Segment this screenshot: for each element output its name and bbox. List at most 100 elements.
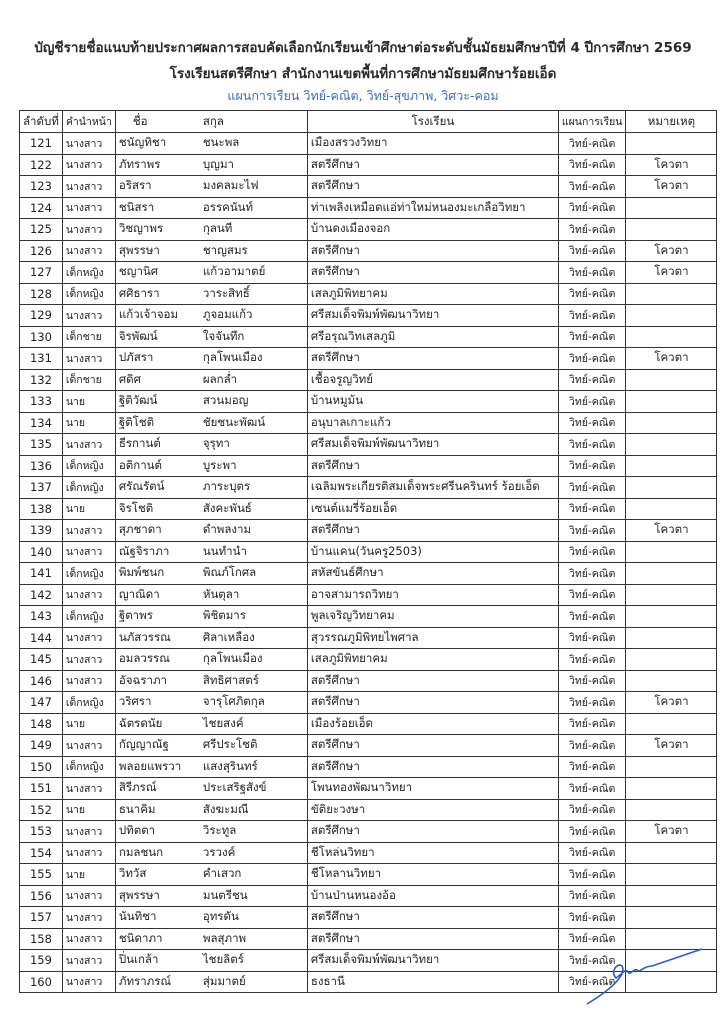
- cell-school: สตรีศึกษา: [306, 820, 559, 843]
- cell-first-name: สิรีภรณ์: [118, 780, 157, 795]
- cell-last-name: นนทำนำ: [202, 543, 247, 558]
- table-row: 159 นางสาว ปิ่นเกล้า ไชยลิตร์ ศรีสมเด็จพิมพ์…: [19, 949, 718, 972]
- cell-no: 140: [19, 540, 63, 563]
- cell-school: ขัติยะวงษา: [306, 798, 559, 821]
- cell-last-name: ไชยสงค์: [202, 715, 244, 730]
- table-row: 152 นาย ธนาคิม สังฆะมณี ขัติยะวงษา วิทย์-คณิต: [19, 798, 718, 821]
- cell-plan: วิทย์-คณิต: [557, 583, 627, 606]
- cell-prefix: นางสาว: [61, 884, 116, 907]
- cell-first-name: จิรโชติ: [118, 500, 154, 515]
- cell-school: เมืองร้อยเอ็ด: [306, 712, 559, 735]
- cell-prefix: นางสาว: [61, 820, 116, 843]
- cell-prefix: นางสาว: [61, 949, 116, 972]
- header-no: ลำดับที่: [19, 110, 63, 133]
- cell-first-name: ชนัญทิชา: [118, 135, 167, 150]
- cell-plan: วิทย์-คณิต: [557, 454, 627, 477]
- cell-last-name: ประเสริฐสังข์: [202, 780, 267, 795]
- cell-school: ชีโหล่นวิทยา: [306, 841, 559, 864]
- cell-name: อริสรา มงคลมะไฟ: [114, 175, 308, 198]
- cell-no: 155: [19, 863, 63, 886]
- cell-last-name: จารุโศภิตกุล: [202, 694, 265, 709]
- cell-note: [625, 583, 718, 606]
- cell-name: ภัทราพร บุญมา: [114, 153, 308, 176]
- table-row: 136 เด็กหญิง อติกานต์ บูระพา สตรีศึกษา วิทย์-…: [19, 454, 718, 477]
- cell-last-name: ภาระบุตร: [202, 479, 251, 494]
- cell-note: [625, 669, 718, 692]
- table-row: 150 เด็กหญิง พลอยแพรวา แสงสุรินทร์ สตรีศึกษา…: [19, 755, 718, 778]
- cell-school: บ้านแคน(วันครู2503): [306, 540, 559, 563]
- cell-note: [625, 454, 718, 477]
- cell-school: บ้านดงเมืองจอก: [306, 218, 559, 241]
- cell-last-name: บูระพา: [202, 457, 237, 472]
- cell-last-name: ผลกล่ำ: [202, 371, 238, 386]
- cell-note: [625, 755, 718, 778]
- cell-plan: วิทย์-คณิต: [557, 196, 627, 219]
- cell-school: ชีโหลานวิทยา: [306, 863, 559, 886]
- cell-prefix: นางสาว: [61, 927, 116, 950]
- cell-no: 142: [19, 583, 63, 606]
- cell-name: สุพรรษา มนตรีชน: [114, 884, 308, 907]
- table-row: 127 เด็กหญิง ชญานิศ แก้วอามาตย์ สตรีศึกษา วิท…: [19, 261, 718, 284]
- cell-first-name: ชนิสรา: [118, 199, 155, 214]
- cell-plan: วิทย์-คณิต: [557, 390, 627, 413]
- cell-first-name: อริสรา: [118, 178, 152, 193]
- cell-note: [625, 304, 718, 327]
- header-last-name: สกุล: [202, 113, 224, 128]
- cell-no: 150: [19, 755, 63, 778]
- cell-first-name: สุพรรษา: [118, 887, 160, 902]
- cell-no: 134: [19, 411, 63, 434]
- cell-name: ศศิธารา วาระสิทธิ์: [114, 282, 308, 305]
- cell-note: โควตา: [625, 734, 718, 757]
- cell-plan: วิทย์-คณิต: [557, 497, 627, 520]
- cell-last-name: คำเสวก: [202, 866, 242, 881]
- table-row: 156 นางสาว สุพรรษา มนตรีชน บ้านป่านหนองอ้อ วิ…: [19, 884, 718, 907]
- cell-school: ศรีสมเด็จพิมพ์พัฒนาวิทยา: [306, 949, 559, 972]
- cell-no: 126: [19, 239, 63, 262]
- cell-prefix: เด็กหญิง: [61, 605, 116, 628]
- table-row: 138 นาย จิรโชติ สังคะพันธ์ เซนต์แมรี่ร้อยเอ็…: [19, 497, 718, 520]
- table-row: 140 นางสาว ณัฐจิราภา นนทำนำ บ้านแคน(วันครู25…: [19, 540, 718, 563]
- cell-no: 147: [19, 691, 63, 714]
- cell-last-name: ชนะพล: [202, 135, 240, 150]
- table-row: 137 เด็กหญิง ศรัณรัตน์ ภาระบุตร เฉลิมพระเกีย…: [19, 476, 718, 499]
- cell-prefix: นางสาว: [61, 132, 116, 155]
- cell-prefix: นางสาว: [61, 347, 116, 370]
- cell-plan: วิทย์-คณิต: [557, 153, 627, 176]
- cell-plan: วิทย์-คณิต: [557, 540, 627, 563]
- table-row: 147 เด็กหญิง วริศรา จารุโศภิตกุล สตรีศึกษา วิ…: [19, 691, 718, 714]
- cell-name: นันทิชา อุทรดัน: [114, 906, 308, 929]
- cell-plan: วิทย์-คณิต: [557, 734, 627, 757]
- cell-no: 130: [19, 325, 63, 348]
- cell-no: 132: [19, 368, 63, 391]
- cell-plan: วิทย์-คณิต: [557, 325, 627, 348]
- cell-last-name: มนตรีชน: [202, 887, 248, 902]
- cell-first-name: ธนาคิม: [118, 801, 156, 816]
- cell-note: โควตา: [625, 239, 718, 262]
- cell-name: วริศรา จารุโศภิตกุล: [114, 691, 308, 714]
- header-note: หมายเหตุ: [625, 110, 718, 133]
- cell-name: ปิ่นเกล้า ไชยลิตร์: [114, 949, 308, 972]
- cell-school: สตรีศึกษา: [306, 153, 559, 176]
- cell-no: 127: [19, 261, 63, 284]
- cell-school: เมืองสรวงวิทยา: [306, 132, 559, 155]
- cell-note: [625, 648, 718, 671]
- cell-first-name: ณัฐจิราภา: [118, 543, 170, 558]
- cell-plan: วิทย์-คณิต: [557, 798, 627, 821]
- cell-note: [625, 970, 718, 993]
- cell-no: 123: [19, 175, 63, 198]
- table-row: 160 นางสาว ภัทราภรณ์ สุ่มมาตย์ ธงธานี วิทย์-ค…: [19, 970, 718, 993]
- table-row: 122 นางสาว ภัทราพร บุญมา สตรีศึกษา วิทย์-คณิต…: [19, 153, 718, 176]
- cell-plan: วิทย์-คณิต: [557, 906, 627, 929]
- cell-name: ชนิสรา อรรคนันท์: [114, 196, 308, 219]
- cell-school: สตรีศึกษา: [306, 454, 559, 477]
- cell-prefix: นางสาว: [61, 970, 116, 993]
- cell-last-name: สุ่มมาตย์: [202, 973, 246, 988]
- cell-no: 146: [19, 669, 63, 692]
- cell-no: 153: [19, 820, 63, 843]
- cell-name: ฐิตาพร พิชิตมาร: [114, 605, 308, 628]
- cell-no: 152: [19, 798, 63, 821]
- cell-first-name: อติกานต์: [118, 457, 162, 472]
- cell-plan: วิทย์-คณิต: [557, 261, 627, 284]
- table-row: 155 นาย วิทวัส คำเสวก ชีโหลานวิทยา วิทย์-คณิต: [19, 863, 718, 886]
- cell-plan: วิทย์-คณิต: [557, 863, 627, 886]
